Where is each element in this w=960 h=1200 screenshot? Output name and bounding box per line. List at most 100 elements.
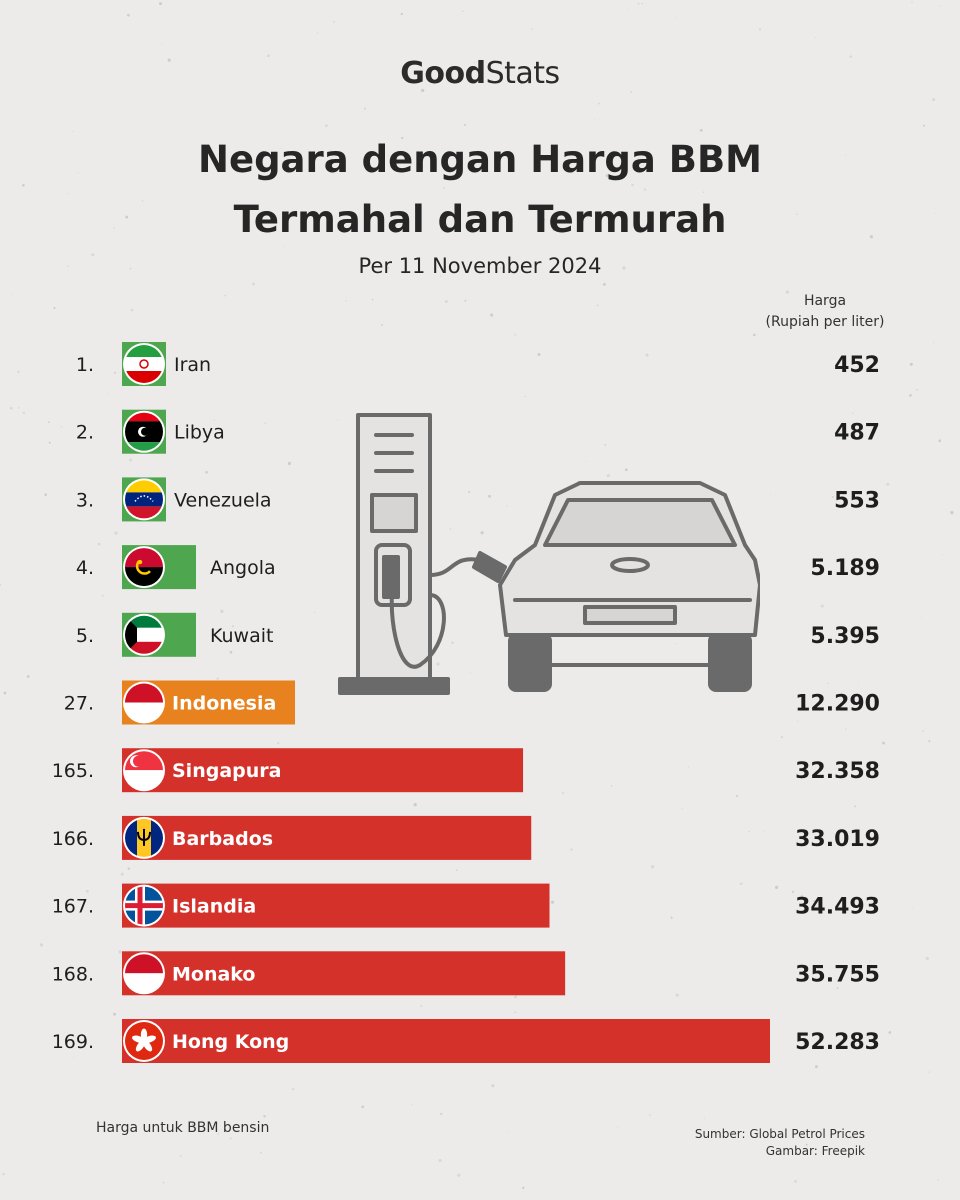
paper-speck (649, 1114, 651, 1116)
paper-speck (645, 353, 649, 357)
paper-speck (114, 371, 117, 374)
paper-speck (836, 987, 839, 990)
paper-speck (736, 794, 739, 798)
bar (122, 1019, 770, 1063)
paper-speck (928, 740, 931, 743)
paper-speck (473, 61, 476, 64)
paper-speck (283, 246, 285, 247)
paper-speck (531, 28, 534, 30)
paper-speck (97, 542, 101, 546)
paper-speck (911, 906, 913, 908)
paper-speck (758, 28, 762, 31)
paper-speck (849, 55, 853, 58)
paper-speck (606, 474, 610, 478)
country-label: Hong Kong (172, 1031, 289, 1053)
paper-speck (381, 340, 383, 341)
paper-speck (850, 1136, 853, 1139)
rank-label: 27. (64, 693, 94, 715)
bar-row: 3. Venezuela 553 (76, 477, 880, 522)
angola-flag-icon (125, 548, 163, 587)
paper-speck (401, 136, 404, 140)
paper-speck (44, 493, 47, 496)
paper-speck (280, 147, 282, 149)
paper-speck (18, 407, 20, 409)
paper-speck (857, 681, 859, 683)
paper-speck (101, 594, 104, 597)
paper-speck (73, 1056, 75, 1058)
paper-speck (911, 1, 913, 4)
paper-speck (792, 890, 795, 893)
paper-speck (699, 128, 703, 132)
paper-speck (22, 183, 25, 187)
bar (122, 951, 566, 996)
paper-speck (805, 1143, 808, 1146)
bar-row: 1. Iran 452 (76, 342, 880, 386)
page-subtitle: Per 11 November 2024 (358, 254, 602, 278)
paper-speck (800, 895, 804, 898)
bar-row: 166. Barbados 33.019 (52, 815, 880, 860)
paper-speck (869, 235, 874, 239)
bar-row: 5. Kuwait 5.395 (76, 612, 880, 657)
country-label: Indonesia (172, 693, 276, 715)
paper-speck (292, 1088, 295, 1091)
paper-speck (220, 609, 224, 613)
paper-speck (345, 299, 347, 302)
paper-speck (242, 568, 244, 570)
paper-speck (585, 460, 587, 462)
paper-speck (67, 193, 69, 195)
paper-speck (537, 353, 541, 356)
paper-speck (886, 482, 890, 486)
paper-speck (325, 124, 328, 127)
paper-speck (53, 307, 56, 310)
title-line-2: Termahal dan Termurah (233, 198, 727, 241)
value-label: 32.358 (795, 759, 880, 784)
paper-speck (3, 691, 7, 695)
paper-speck (845, 728, 847, 730)
paper-speck (522, 1186, 525, 1190)
paper-speck (617, 1126, 619, 1128)
paper-speck (845, 154, 847, 156)
paper-speck (675, 993, 679, 997)
country-label: Singapura (172, 760, 281, 782)
paper-speck (514, 995, 518, 999)
bar (122, 815, 532, 860)
paper-speck (651, 865, 655, 869)
bar (122, 748, 524, 793)
paper-speck (550, 900, 555, 904)
country-label: Iran (174, 354, 211, 376)
image-credit-text: Gambar: Freepik (765, 1144, 865, 1158)
paper-speck (939, 5, 941, 7)
paper-speck (421, 88, 425, 93)
paper-speck (264, 422, 266, 425)
country-label: Kuwait (210, 625, 273, 647)
paper-speck (125, 215, 129, 219)
country-label: Angola (210, 557, 276, 579)
paper-speck (451, 641, 454, 644)
paper-speck (909, 362, 913, 366)
value-label: 5.395 (810, 624, 880, 649)
paper-speck (797, 720, 799, 722)
value-header-line-2: (Rupiah per liter) (765, 314, 885, 330)
bar-row: 2. Libya 487 (76, 409, 880, 454)
paper-speck (506, 1131, 508, 1133)
source-text: Sumber: Global Petrol Prices (694, 1127, 865, 1141)
paper-speck (570, 848, 573, 851)
paper-speck (107, 393, 109, 395)
iran-flag-icon (125, 345, 163, 383)
paper-speck (413, 803, 417, 807)
paper-speck (932, 98, 936, 102)
paper-speck (267, 54, 270, 58)
page-title: Negara dengan Harga BBM Termahal dan Ter… (0, 130, 960, 250)
paper-speck (622, 266, 626, 270)
paper-speck (631, 183, 634, 187)
paper-speck (922, 730, 925, 732)
paper-speck (91, 253, 95, 257)
paper-speck (127, 13, 130, 17)
libya-flag-icon (125, 412, 163, 451)
paper-speck (888, 1031, 892, 1034)
paper-speck (141, 200, 144, 202)
paper-speck (411, 1104, 413, 1106)
paper-speck (0, 583, 2, 586)
paper-speck (882, 741, 885, 745)
rank-label: 168. (52, 963, 94, 985)
